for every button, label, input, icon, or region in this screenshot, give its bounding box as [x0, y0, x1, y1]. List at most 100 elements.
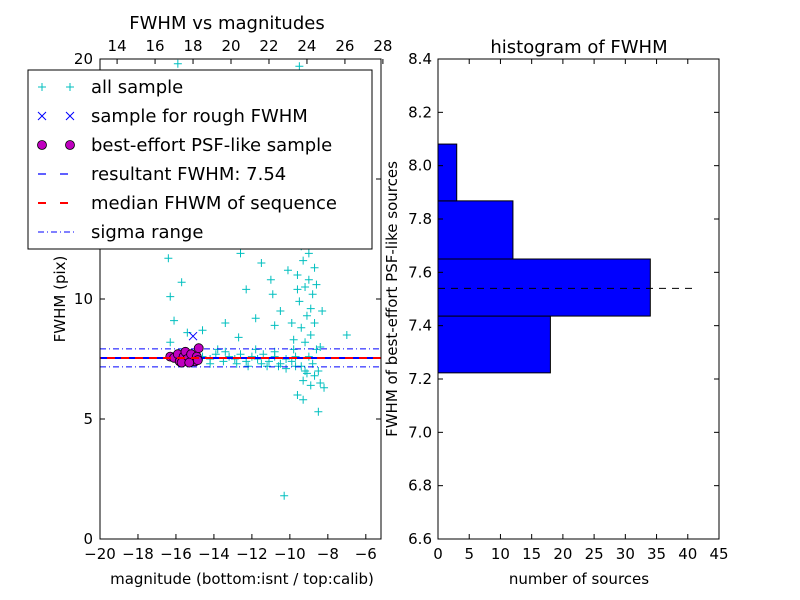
left-y-axis-label: FWHM (pix)	[51, 256, 69, 343]
all-sample-point	[314, 367, 323, 375]
all-sample-point	[166, 338, 175, 347]
legend-label: best-effort PSF-like sample	[91, 135, 332, 156]
all-sample-point	[302, 369, 311, 378]
all-sample-point	[263, 362, 272, 371]
all-sample-point	[283, 266, 292, 275]
y-tick-label: 8.2	[408, 103, 432, 121]
legend-label: sample for rough FWHM	[91, 106, 308, 127]
all-sample-point	[312, 280, 321, 289]
all-sample-point	[234, 333, 243, 342]
y-tick-label: 7.8	[408, 210, 432, 228]
y-tick-label: 6.6	[408, 530, 432, 548]
x-tick-label: −16	[160, 545, 192, 563]
legend-label: resultant FWHM: 7.54	[91, 164, 286, 185]
all-sample-point	[304, 352, 313, 361]
y-tick-label: 7.4	[408, 317, 432, 335]
all-sample-point	[295, 62, 304, 71]
top-x-tick-label: 26	[335, 37, 354, 55]
psf-sample-point	[193, 343, 204, 354]
x-tick-label: −8	[317, 545, 339, 563]
right-chart-title: histogram of FWHM	[490, 37, 667, 58]
all-sample-point	[232, 359, 241, 368]
all-sample-point	[225, 352, 234, 361]
all-sample-point	[316, 379, 325, 387]
y-tick-label: 7.2	[408, 370, 432, 388]
y-tick-label: 20	[74, 50, 93, 68]
all-sample-point	[297, 323, 306, 332]
all-sample-point	[236, 249, 245, 258]
all-sample-point	[299, 256, 308, 265]
histogram-bar	[437, 315, 551, 374]
all-sample-point	[301, 338, 310, 347]
all-sample-point	[318, 307, 327, 315]
all-sample-point	[173, 59, 182, 68]
legend-x-icon	[65, 111, 75, 121]
top-x-tick-label: 22	[259, 37, 278, 55]
all-sample-point	[274, 362, 283, 371]
all-sample-point	[291, 352, 300, 361]
all-sample-point	[170, 316, 179, 325]
right-axes-frame	[437, 58, 720, 540]
x-tick-label: −6	[355, 545, 377, 563]
all-sample-point	[244, 362, 253, 371]
legend-box	[27, 69, 373, 250]
all-sample-point	[251, 314, 260, 323]
all-sample-point	[247, 352, 256, 361]
top-x-tick-label: 14	[108, 37, 127, 55]
all-sample-point	[177, 278, 186, 287]
all-sample-point	[304, 249, 313, 258]
legend-handle-circle	[37, 140, 75, 150]
histogram-bar	[437, 200, 514, 260]
all-sample-point	[320, 383, 329, 392]
y-tick-label: 10	[74, 290, 93, 308]
all-sample-point	[306, 304, 315, 313]
all-sample-point	[221, 319, 230, 327]
all-sample-point	[308, 290, 317, 299]
top-x-tick-label: 16	[146, 37, 165, 55]
all-sample-point	[259, 350, 268, 359]
all-sample-point	[266, 275, 275, 284]
rough-sample-point	[188, 331, 198, 341]
x-tick-label: −12	[236, 545, 268, 563]
x-tick-label: −20	[84, 545, 116, 563]
legend-label: median FHWM of sequence	[91, 193, 337, 214]
top-x-tick-label: 20	[221, 37, 240, 55]
x-tick-label: 45	[709, 545, 728, 563]
x-tick-label: 25	[585, 545, 604, 563]
top-x-tick-label: 24	[297, 37, 316, 55]
all-sample-point	[221, 347, 230, 356]
all-sample-point	[310, 319, 319, 327]
all-sample-point	[293, 391, 302, 399]
all-sample-point	[293, 271, 302, 279]
all-sample-point	[198, 326, 207, 335]
right-y-axis-label: FWHM of best-effort PSF-like sources	[383, 161, 401, 437]
histogram-bar	[437, 143, 458, 202]
all-sample-point	[342, 331, 351, 339]
x-tick-label: 0	[433, 545, 443, 563]
all-sample-point	[314, 407, 323, 416]
legend-label: sigma range	[91, 222, 203, 243]
all-sample-point	[166, 292, 175, 301]
all-sample-point	[276, 307, 285, 315]
x-tick-label: 40	[678, 545, 697, 563]
all-sample-point	[211, 350, 220, 359]
x-tick-label: 35	[647, 545, 666, 563]
all-sample-point	[236, 350, 245, 359]
all-sample-point	[310, 371, 319, 380]
all-sample-point	[299, 395, 308, 404]
all-sample-point	[299, 376, 308, 385]
y-tick-label: 8.4	[408, 50, 432, 68]
all-sample-point	[282, 364, 291, 373]
all-sample-point	[301, 283, 310, 291]
y-tick-label: 7.6	[408, 263, 432, 281]
y-tick-label: 5	[83, 410, 93, 428]
all-sample-point	[304, 275, 313, 284]
x-tick-label: 10	[491, 545, 510, 563]
y-tick-label: 6.8	[408, 477, 432, 495]
top-x-tick-label: 28	[373, 37, 392, 55]
legend-plus-icon	[66, 83, 74, 91]
all-sample-point	[310, 263, 319, 272]
x-tick-label: −10	[274, 545, 306, 563]
all-sample-point	[206, 359, 215, 368]
